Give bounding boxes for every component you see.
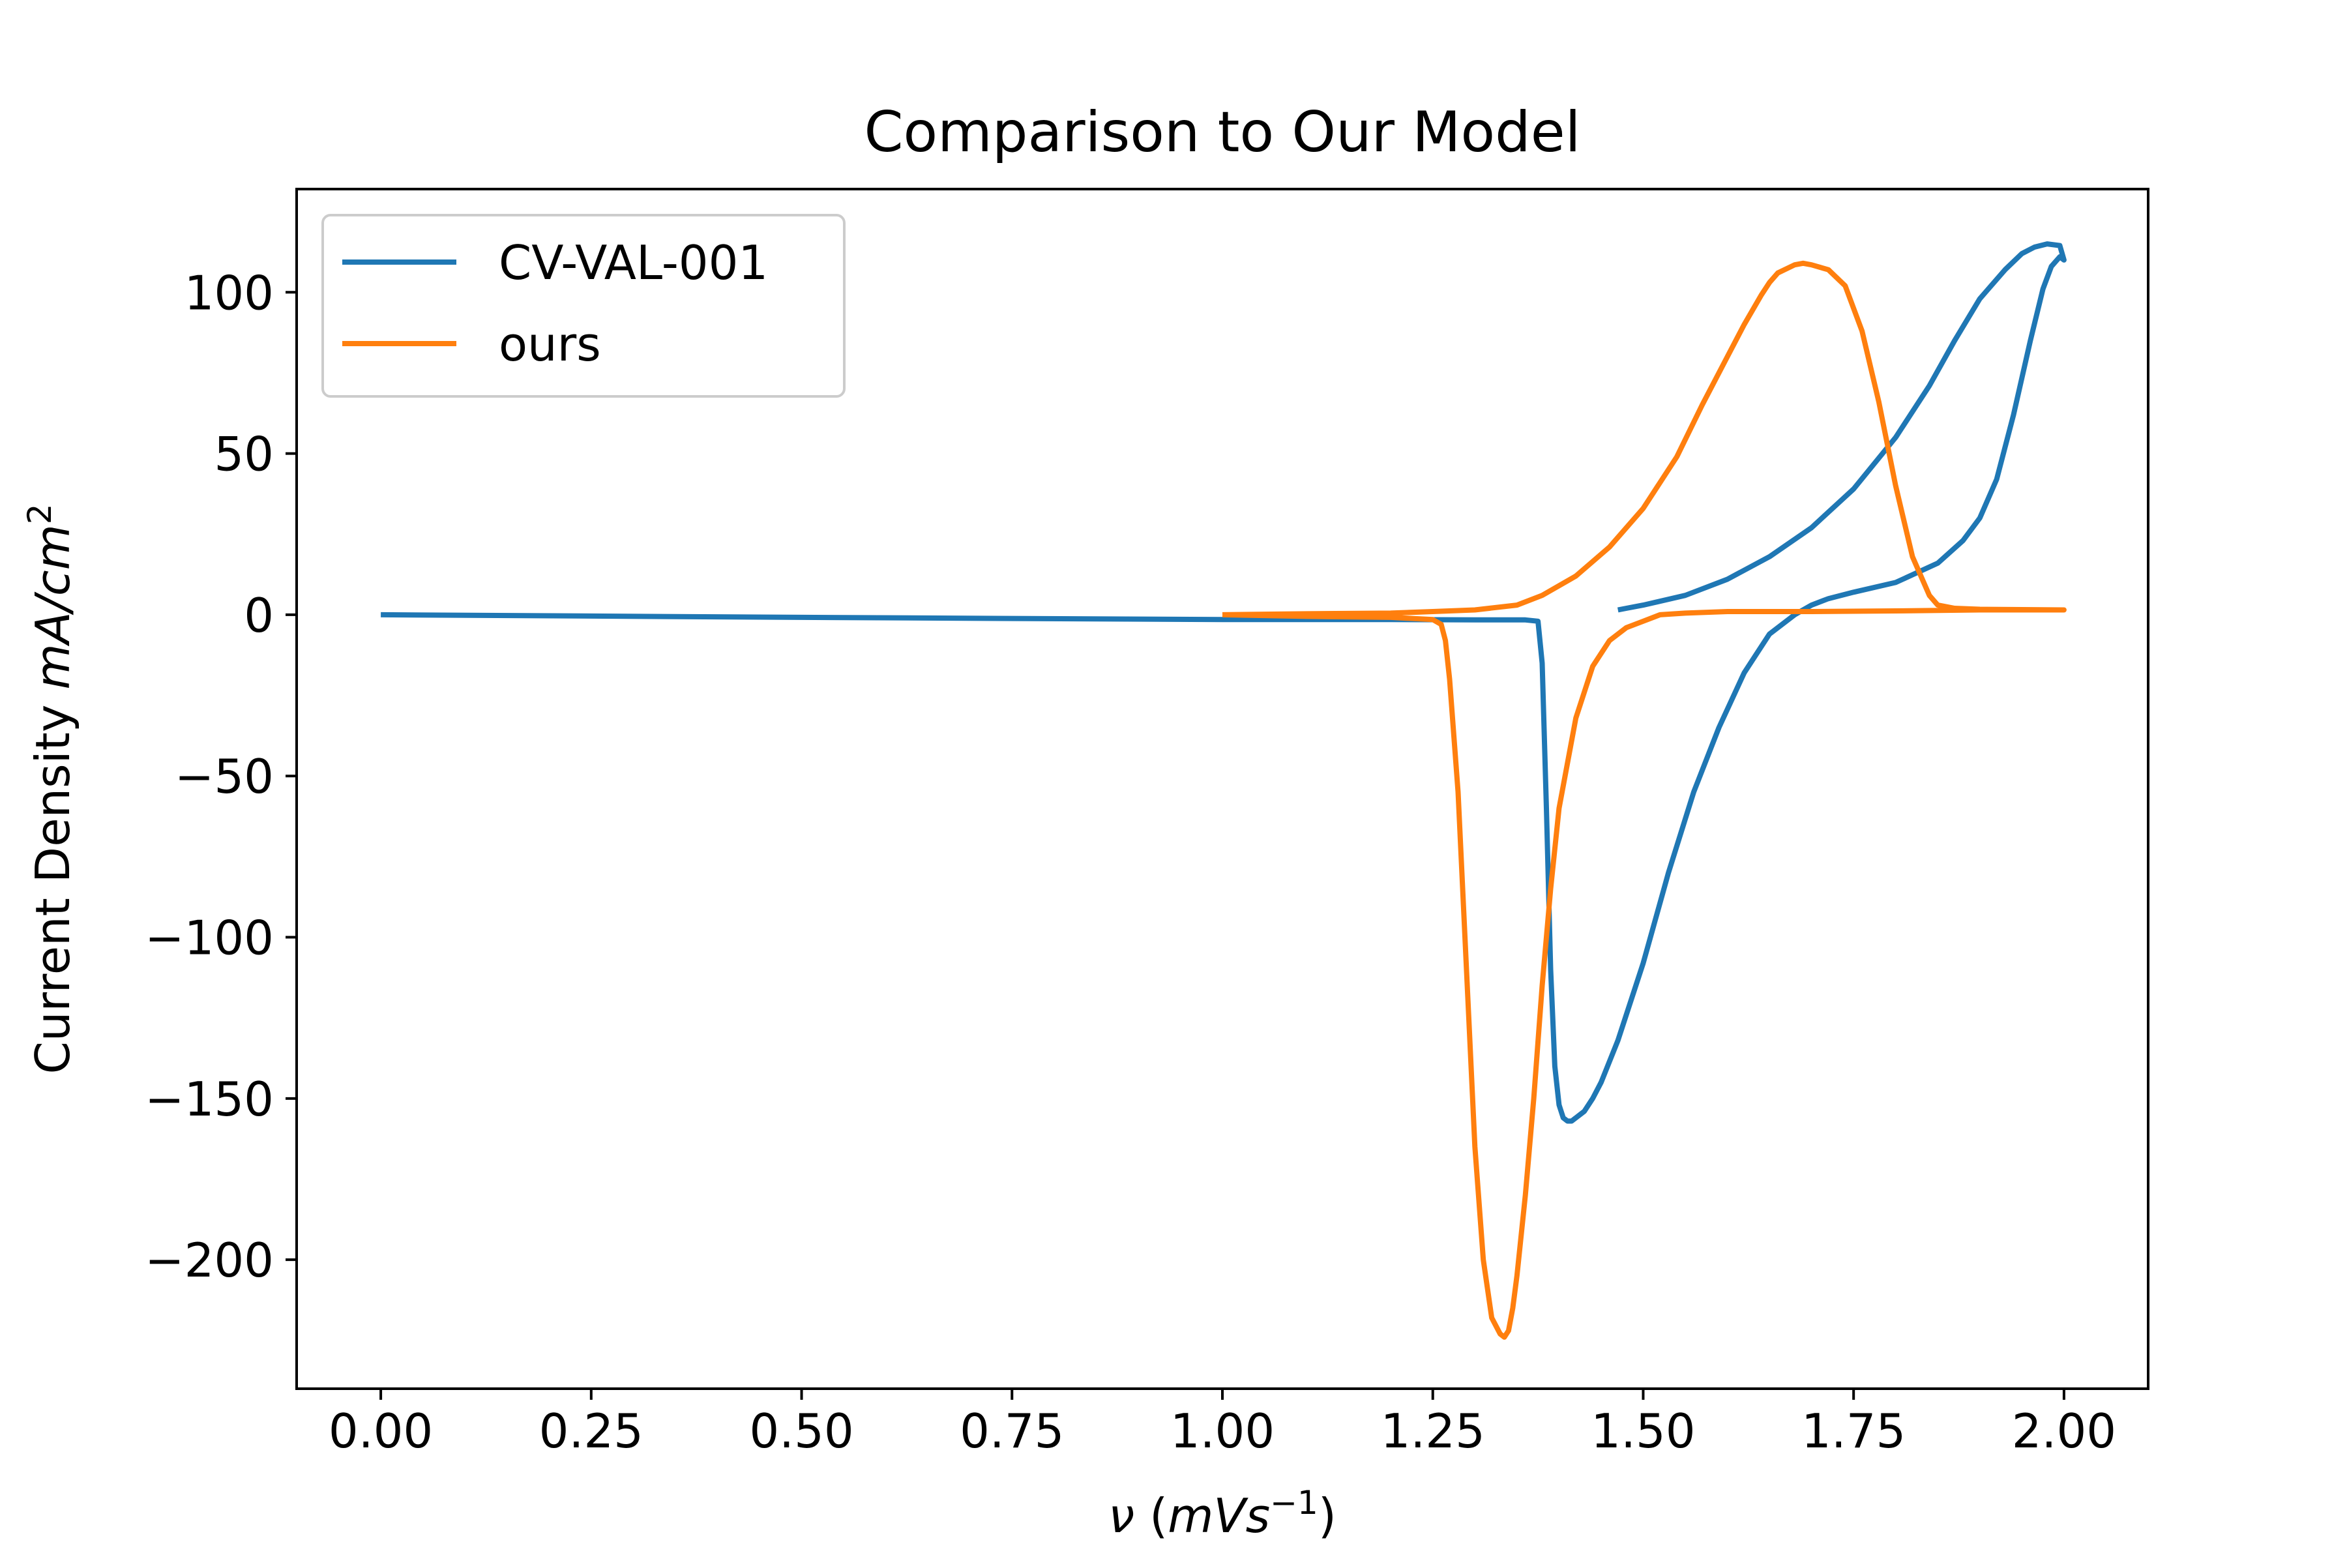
- y-tick-label: −100: [145, 911, 274, 966]
- y-tick-label: 0: [244, 588, 274, 643]
- x-tick-label: 0.50: [749, 1404, 853, 1458]
- series-line-2: [1222, 260, 2067, 1340]
- x-tick-label: 1.50: [1591, 1404, 1695, 1458]
- series-group: [381, 241, 2067, 1340]
- x-tick-label: 0.25: [539, 1404, 643, 1458]
- plot-layer: 0.00 0.25 0.50 0.75 1.00 1.25 1.50 1.75 2.00 100 5…: [21, 188, 2149, 1543]
- y-tick-label: 50: [214, 427, 274, 482]
- x-tick-label: 0.00: [329, 1404, 433, 1458]
- y-tick-label: −150: [145, 1072, 274, 1127]
- x-tick-label: 2.00: [2012, 1404, 2116, 1458]
- legend-label-1: CV-VAL-001: [499, 235, 768, 290]
- y-axis-label: Current Density mA/cm2: [21, 503, 80, 1074]
- x-tick-label: 1.25: [1381, 1404, 1485, 1458]
- y-tick-label: 100: [185, 265, 274, 320]
- legend: CV-VAL-001 ours: [321, 214, 846, 398]
- y-tick-label: −200: [145, 1233, 274, 1288]
- x-tick-label: 0.75: [960, 1404, 1064, 1458]
- x-tick-label: 1.75: [1801, 1404, 1906, 1458]
- chart-title: Comparison to Our Model: [864, 100, 1580, 165]
- y-tick-label: −50: [175, 749, 274, 804]
- x-axis-label: ν (mVs−1): [1108, 1484, 1336, 1543]
- legend-label-2: ours: [499, 317, 601, 372]
- series-line-1: [381, 241, 2067, 1124]
- x-tick-label: 1.00: [1170, 1404, 1275, 1458]
